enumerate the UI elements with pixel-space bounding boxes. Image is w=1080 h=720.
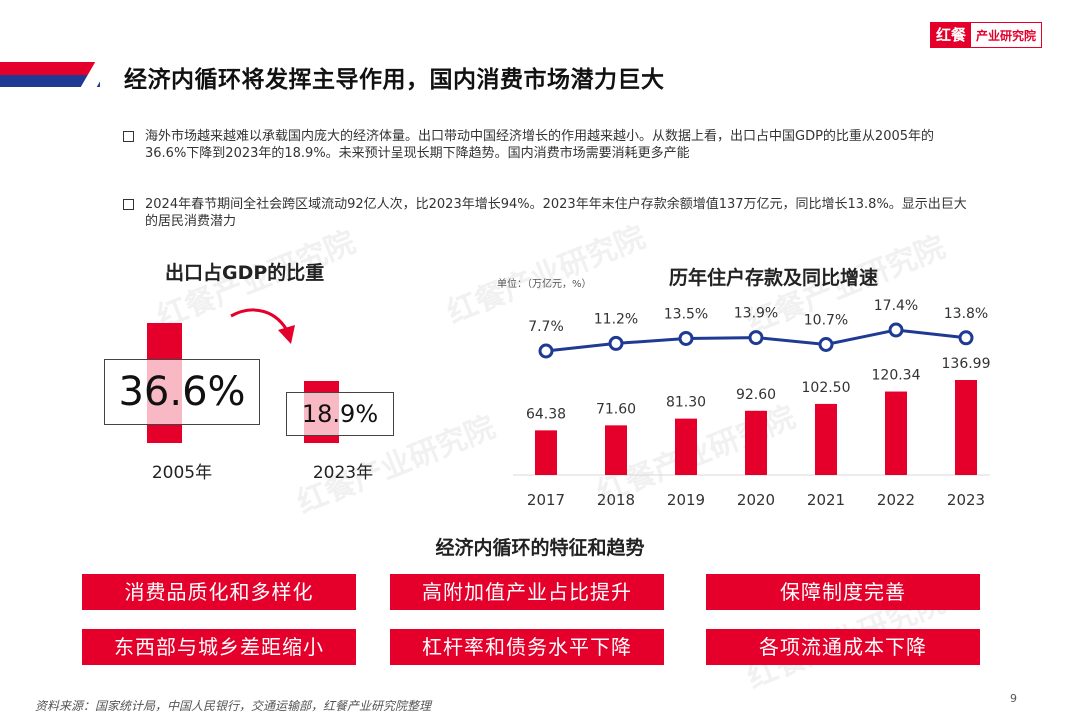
deposit-bar-label: 136.99: [942, 356, 991, 372]
gdp-year-label-2005: 2005年: [151, 463, 213, 483]
x-tick-label: 2020: [737, 491, 775, 509]
deposit-bar: [885, 391, 907, 475]
growth-rate-label: 13.5%: [664, 306, 708, 322]
gdp-value-2023: 18.9%: [286, 392, 394, 436]
feature-item: 各项流通成本下降: [706, 629, 980, 665]
x-tick-label: 2019: [667, 491, 705, 509]
logo-text: 产业研究院: [975, 28, 1036, 43]
page-title: 经济内循环将发挥主导作用，国内消费市场潜力巨大: [124, 67, 665, 93]
header-stripe-red: [0, 62, 100, 75]
feature-item: 高附加值产业占比提升: [390, 574, 664, 610]
deposit-chart-title: 历年住户存款及同比增速: [669, 267, 879, 289]
growth-rate-point: [748, 330, 764, 346]
growth-rate-label: 10.7%: [804, 313, 848, 329]
x-tick-label: 2018: [597, 491, 635, 509]
deposit-chart-unit: 单位：（万亿元，%）: [497, 279, 592, 290]
growth-rate-point: [818, 337, 834, 353]
growth-rate-label: 7.7%: [528, 319, 564, 335]
source-note: 资料来源：国家统计局，中国人民银行，交通运输部，红餐产业研究院整理: [35, 699, 432, 713]
header-stripe-blue: [0, 75, 100, 87]
deposit-bar-label: 92.60: [736, 387, 776, 403]
checkbox-square-icon: [123, 199, 134, 210]
deposit-bar-label: 120.34: [872, 368, 921, 384]
x-tick-label: 2023: [947, 491, 985, 509]
deposit-bar-label: 102.50: [802, 380, 851, 396]
bullet-text: 2024年春节期间全社会跨区域流动92亿人次，比2023年增长94%。2023年…: [145, 197, 967, 229]
deposit-bar: [535, 430, 557, 475]
checkbox-square-icon: [123, 131, 134, 142]
growth-rate-label: 11.2%: [594, 311, 638, 327]
brand-logo: 红餐 产业研究院: [929, 22, 1042, 48]
growth-rate-label: 17.4%: [874, 298, 918, 314]
growth-rate-point: [538, 343, 554, 359]
deposit-bar: [675, 418, 697, 475]
feature-item: 保障制度完善: [706, 574, 980, 610]
feature-item: 杠杆率和债务水平下降: [390, 629, 664, 665]
growth-rate-point: [888, 322, 904, 338]
export-chart-title: 出口占GDP的比重: [165, 262, 325, 284]
deposit-bar: [955, 380, 977, 475]
deposit-bar-label: 71.60: [596, 401, 636, 417]
decline-arrow-icon: [230, 308, 295, 344]
deposit-bar-label: 64.38: [526, 406, 566, 422]
page-number: 9: [1010, 692, 1017, 705]
growth-rate-point: [608, 335, 624, 351]
feature-item: 东西部与城乡差距缩小: [82, 629, 356, 665]
x-tick-label: 2021: [807, 491, 845, 509]
features-title: 经济内循环的特征和趋势: [435, 537, 645, 559]
growth-rate-point: [678, 330, 694, 346]
growth-rate-point: [958, 330, 974, 346]
bullet-item: 2024年春节期间全社会跨区域流动92亿人次，比2023年增长94%。2023年…: [123, 196, 973, 230]
bullet-text: 海外市场越来越难以承载国内庞大的经济体量。出口带动中国经济增长的作用越来越小。从…: [145, 129, 935, 161]
feature-item: 消费品质化和多样化: [82, 574, 356, 610]
x-tick-label: 2022: [877, 491, 915, 509]
growth-rate-label: 13.9%: [734, 306, 778, 322]
bullet-item: 海外市场越来越难以承载国内庞大的经济体量。出口带动中国经济增长的作用越来越小。从…: [123, 128, 973, 162]
x-tick-label: 2017: [527, 491, 565, 509]
deposit-bar: [745, 410, 767, 475]
growth-rate-label: 13.8%: [944, 306, 988, 322]
deposit-bar: [605, 425, 627, 475]
logo-mark: 红餐: [930, 23, 971, 47]
deposit-bar: [815, 403, 837, 475]
gdp-value-2005: 36.6%: [104, 359, 260, 425]
gdp-year-label-2023: 2023年: [312, 463, 374, 483]
deposit-bar-label: 81.30: [666, 395, 706, 411]
